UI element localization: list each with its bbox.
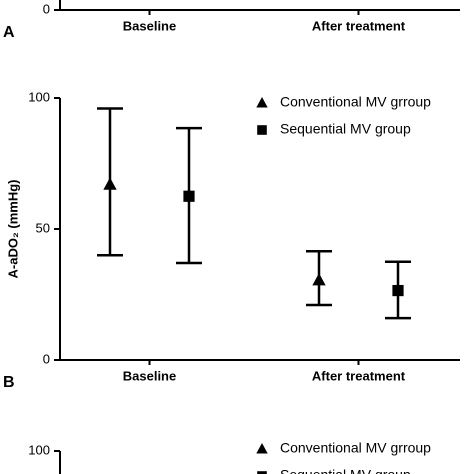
data-point bbox=[312, 273, 326, 286]
legend-label: Sequential MV group bbox=[280, 121, 411, 137]
legend-marker bbox=[257, 471, 267, 474]
legend-label: Conventional MV grroup bbox=[280, 440, 431, 456]
y-tick-label: 100 bbox=[28, 89, 50, 104]
y-tick-label: 100 bbox=[28, 442, 50, 457]
panel-label: A bbox=[3, 24, 15, 41]
panel-label: B bbox=[3, 374, 15, 391]
x-tick-label: Baseline bbox=[123, 368, 176, 383]
legend-marker bbox=[256, 97, 268, 108]
y-tick-label: 50 bbox=[36, 220, 50, 235]
data-point bbox=[103, 177, 117, 190]
x-tick-label: After treatment bbox=[312, 368, 406, 383]
legend-label: Sequential MV group bbox=[280, 467, 411, 474]
legend-marker bbox=[257, 125, 267, 135]
legend-marker bbox=[256, 443, 268, 454]
y-axis-label: A-aDO₂ (mmHg) bbox=[5, 180, 20, 279]
data-point bbox=[392, 284, 404, 297]
y-tick-label: 0 bbox=[43, 1, 50, 16]
x-tick-label: Baseline bbox=[123, 18, 176, 33]
legend-label: Conventional MV grroup bbox=[280, 94, 431, 110]
x-tick-label: After treatment bbox=[312, 18, 406, 33]
y-tick-label: 0 bbox=[43, 351, 50, 366]
data-point bbox=[183, 190, 195, 202]
